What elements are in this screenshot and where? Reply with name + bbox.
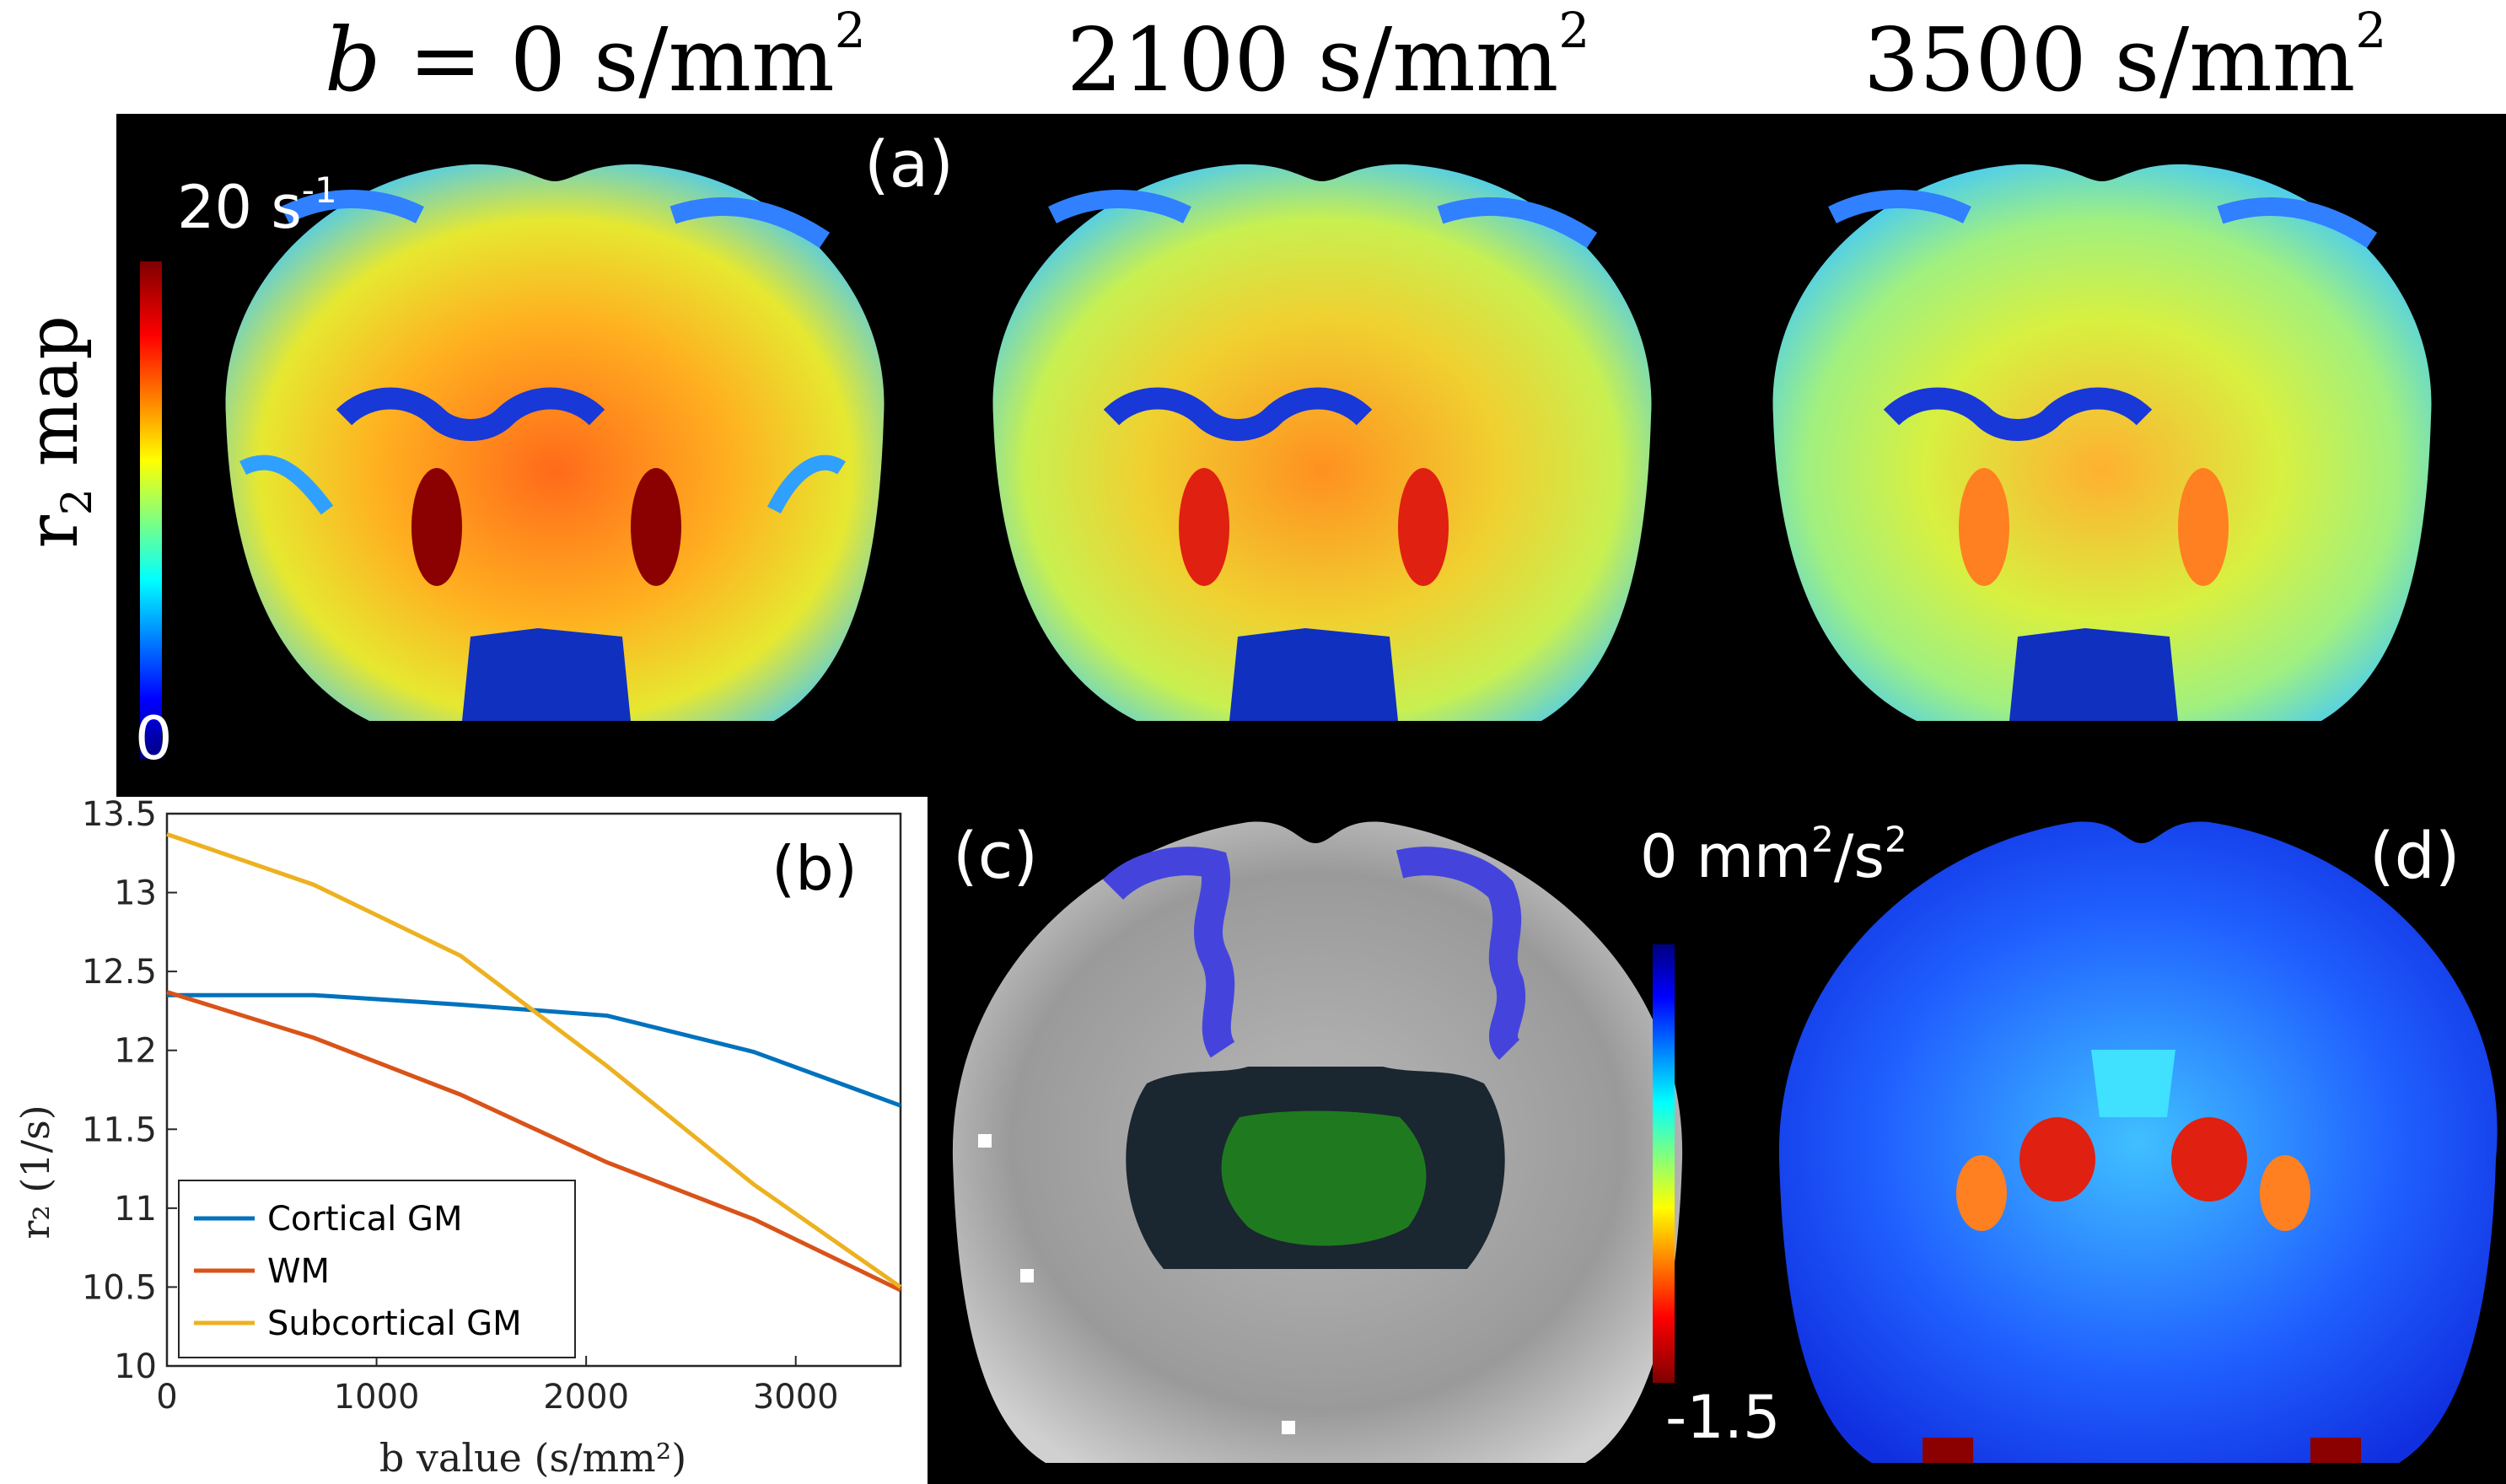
line-chart: 10 10.5 11 11.5 12 12.5 13 13.5 0 1000 2000 3000 (b…: [0, 797, 928, 1484]
chart-legend: Cortical GM WM Subcortical GM: [178, 1180, 576, 1358]
column-title-b3500: 3500 s/mm2: [1863, 2, 2387, 111]
chart-axes: [165, 812, 902, 1368]
column-title-b0: b = 0 s/mm2: [325, 2, 866, 111]
segmentation-and-dr2-svg: [952, 821, 2498, 1463]
colorbar-d-max-label: 0 mm2/s2: [1640, 819, 1907, 891]
seg-cortical-gm-right: [1396, 847, 1526, 1061]
r2-maps-svg: [140, 164, 2432, 759]
x-tick-label: 0: [156, 1378, 177, 1417]
legend-label: Subcortical GM: [267, 1304, 522, 1343]
x-tick-label: 1000: [334, 1378, 420, 1417]
seg-cortical-gm-left: [1102, 847, 1236, 1058]
row-label: r2 map: [13, 315, 102, 549]
colorbar-a: [140, 261, 162, 759]
column-title-b2100: 2100 s/mm2: [1067, 2, 1590, 111]
y-tick-label: 11.5: [82, 1110, 157, 1149]
y-tick-label: 10: [114, 1347, 157, 1386]
seg-subcortical-gm: [1221, 1110, 1427, 1246]
panel-label-d: (d): [2369, 818, 2460, 893]
y-tick-label: 13.5: [82, 797, 157, 834]
panel-label-c: (c): [953, 818, 1039, 893]
brain-map-b2100: [992, 164, 1652, 721]
y-tick-label: 13: [114, 874, 157, 913]
colorbar-d-min-label: -1.5: [1665, 1383, 1781, 1452]
segmentation-brain: [952, 821, 1683, 1463]
colorbar-a-max-label: 20 s-1: [177, 169, 337, 242]
chart-ylabel: r₂ (1/s): [13, 1105, 58, 1239]
series-line-wm: [166, 990, 902, 1293]
y-tick-label: 12.5: [82, 953, 157, 992]
y-tick-label: 12: [114, 1032, 157, 1071]
brain-map-b3500: [1772, 164, 2432, 721]
colorbar-d: [1653, 944, 1675, 1383]
panel-label-a: (a): [864, 126, 954, 202]
y-tick-label: 11: [114, 1190, 157, 1229]
y-tick-label: 10.5: [82, 1268, 157, 1307]
dr2-brain-map: [1778, 821, 2498, 1463]
chart-ticks: 10 10.5 11 11.5 12 12.5 13 13.5 0 1000 2000 3000: [82, 797, 839, 1417]
chart-frame: [165, 812, 902, 1368]
brain-map-b0: [225, 164, 885, 721]
legend-label: WM: [267, 1252, 330, 1291]
x-tick-label: 3000: [753, 1378, 839, 1417]
legend-label: Cortical GM: [267, 1200, 462, 1239]
series-line-subcortical-gm: [166, 831, 902, 1289]
panel-label-b: (b): [772, 833, 858, 904]
chart-xlabel: b value (s/mm²): [379, 1435, 686, 1481]
colorbar-a-min-label: 0: [135, 704, 173, 773]
chart-lines: [166, 831, 902, 1293]
x-tick-label: 2000: [543, 1378, 629, 1417]
